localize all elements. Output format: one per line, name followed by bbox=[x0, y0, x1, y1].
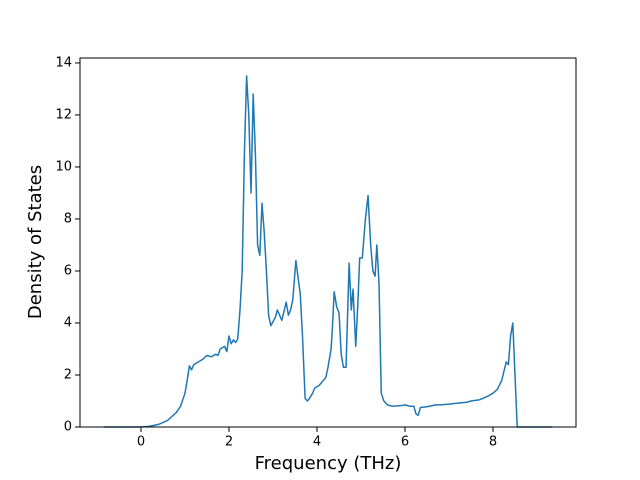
x-axis-label: Frequency (THz) bbox=[255, 453, 402, 474]
x-tick-label: 6 bbox=[401, 435, 409, 450]
plot-frame bbox=[79, 57, 577, 428]
data-line bbox=[103, 75, 553, 428]
y-tick-label: 2 bbox=[64, 367, 72, 382]
y-tick-label: 6 bbox=[64, 263, 72, 278]
x-tick-label: 8 bbox=[489, 435, 497, 450]
y-tick-label: 14 bbox=[55, 55, 72, 70]
x-tick-label: 2 bbox=[225, 435, 233, 450]
y-tick-label: 12 bbox=[55, 107, 72, 122]
y-tick-label: 10 bbox=[55, 159, 72, 174]
x-tick-label: 0 bbox=[137, 435, 145, 450]
y-tick-label: 4 bbox=[64, 315, 72, 330]
y-axis-label: Density of States bbox=[25, 165, 46, 319]
x-tick-label: 4 bbox=[313, 435, 321, 450]
y-tick-label: 8 bbox=[64, 211, 72, 226]
y-tick-label: 0 bbox=[64, 420, 72, 435]
